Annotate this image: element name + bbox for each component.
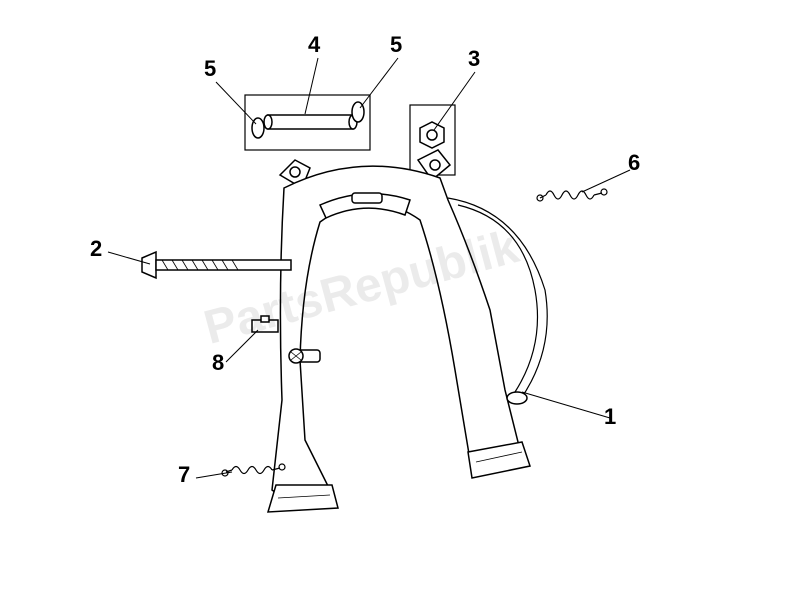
- diagram-container: .part { fill: #ffffff; stroke: #000000; …: [0, 0, 800, 600]
- callout-5a: 5: [204, 56, 216, 82]
- callout-5b: 5: [390, 32, 402, 58]
- callout-3: 3: [468, 46, 480, 72]
- part-spacer: [264, 115, 357, 129]
- part-spring-right: [537, 189, 607, 201]
- part-nut: [420, 122, 444, 148]
- part-center-stand: [268, 150, 547, 512]
- callout-6: 6: [628, 150, 640, 176]
- callout-4: 4: [308, 32, 320, 58]
- diagram-svg: .part { fill: #ffffff; stroke: #000000; …: [0, 0, 800, 600]
- callout-7: 7: [178, 462, 190, 488]
- callout-2: 2: [90, 236, 102, 262]
- callout-8: 8: [212, 350, 224, 376]
- callout-1: 1: [604, 404, 616, 430]
- part-clip: [252, 316, 278, 332]
- part-bolt: [142, 252, 291, 278]
